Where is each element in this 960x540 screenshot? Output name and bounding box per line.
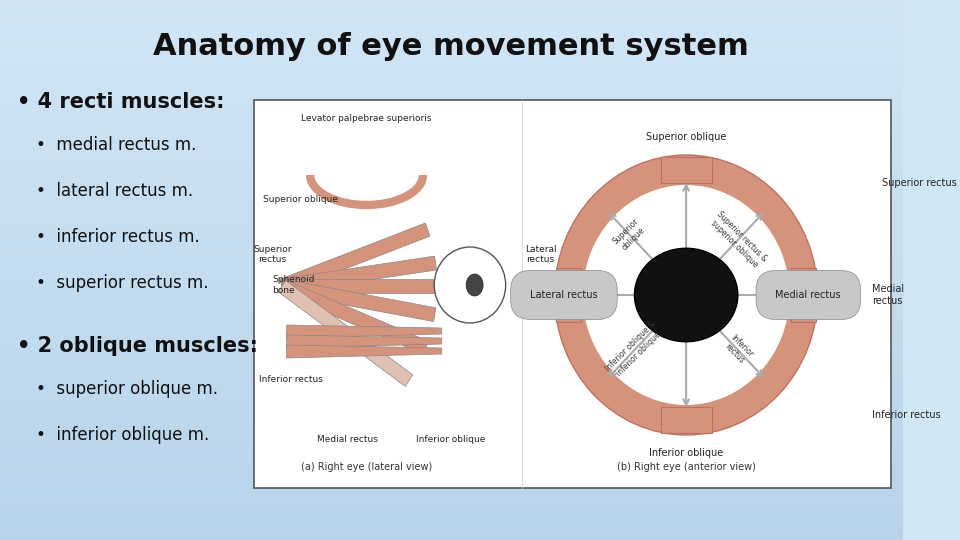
Text: Superior rectus: Superior rectus — [881, 178, 956, 188]
Polygon shape — [287, 335, 442, 348]
Text: Inferior
rectus: Inferior rectus — [721, 333, 755, 367]
Text: Levator palpebrae superioris: Levator palpebrae superioris — [301, 114, 432, 123]
Text: Medial
rectus: Medial rectus — [873, 284, 904, 306]
Text: •  superior rectus m.: • superior rectus m. — [36, 274, 208, 292]
Text: Superior rectus &
superior oblique: Superior rectus & superior oblique — [708, 210, 768, 271]
Ellipse shape — [583, 185, 789, 405]
Text: •  lateral rectus m.: • lateral rectus m. — [36, 182, 193, 200]
Text: Inferior oblique: Inferior oblique — [417, 435, 486, 444]
Text: Superior oblique: Superior oblique — [646, 132, 727, 142]
Text: Medial rectus: Medial rectus — [318, 435, 378, 444]
Text: • 4 recti muscles:: • 4 recti muscles: — [17, 92, 225, 112]
Text: Medial rectus: Medial rectus — [776, 290, 841, 300]
FancyBboxPatch shape — [660, 157, 711, 183]
Polygon shape — [279, 280, 428, 354]
Text: (a) Right eye (lateral view): (a) Right eye (lateral view) — [300, 462, 432, 472]
Polygon shape — [278, 280, 413, 387]
Text: •  inferior rectus m.: • inferior rectus m. — [36, 228, 200, 246]
Polygon shape — [282, 279, 437, 293]
FancyBboxPatch shape — [660, 407, 711, 433]
Text: Inferior oblique &
inferior oblique: Inferior oblique & inferior oblique — [604, 320, 665, 381]
Text: Lateral rectus: Lateral rectus — [530, 290, 598, 300]
Text: Lateral
rectus: Lateral rectus — [524, 245, 556, 265]
Text: Superior
rectus: Superior rectus — [253, 245, 292, 265]
Text: Anatomy of eye movement system: Anatomy of eye movement system — [154, 32, 749, 61]
Text: Inferior rectus: Inferior rectus — [873, 410, 941, 420]
Ellipse shape — [467, 274, 483, 296]
Text: •  superior oblique m.: • superior oblique m. — [36, 380, 218, 398]
Ellipse shape — [635, 248, 738, 342]
Polygon shape — [281, 279, 436, 321]
FancyBboxPatch shape — [253, 100, 891, 488]
FancyBboxPatch shape — [557, 268, 581, 322]
Text: •  inferior oblique m.: • inferior oblique m. — [36, 426, 209, 444]
Polygon shape — [287, 325, 442, 338]
Ellipse shape — [434, 247, 506, 323]
Text: • 2 oblique muscles:: • 2 oblique muscles: — [17, 336, 258, 356]
Text: Superior oblique: Superior oblique — [263, 195, 338, 204]
Ellipse shape — [555, 155, 818, 435]
Polygon shape — [287, 345, 442, 358]
FancyBboxPatch shape — [791, 268, 816, 322]
Text: Inferior rectus: Inferior rectus — [259, 375, 324, 384]
Text: Sphenoid
bone: Sphenoid bone — [273, 275, 315, 295]
Text: Inferior oblique: Inferior oblique — [649, 448, 723, 458]
Text: (b) Right eye (anterior view): (b) Right eye (anterior view) — [616, 462, 756, 472]
Polygon shape — [281, 256, 437, 293]
Polygon shape — [279, 223, 430, 293]
Text: •  medial rectus m.: • medial rectus m. — [36, 136, 196, 154]
Text: Superior
oblique: Superior oblique — [612, 217, 648, 253]
